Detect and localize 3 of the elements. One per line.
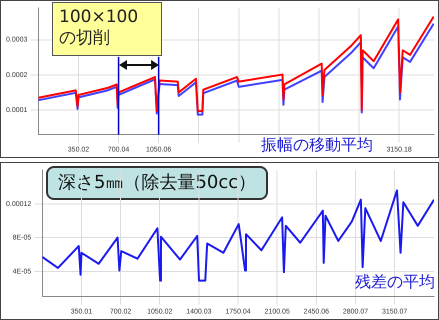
callout-box: 100×100の切削 xyxy=(52,2,162,56)
text: 振幅の移動平均 xyxy=(261,134,373,156)
text: 残差の平均 xyxy=(355,272,435,293)
